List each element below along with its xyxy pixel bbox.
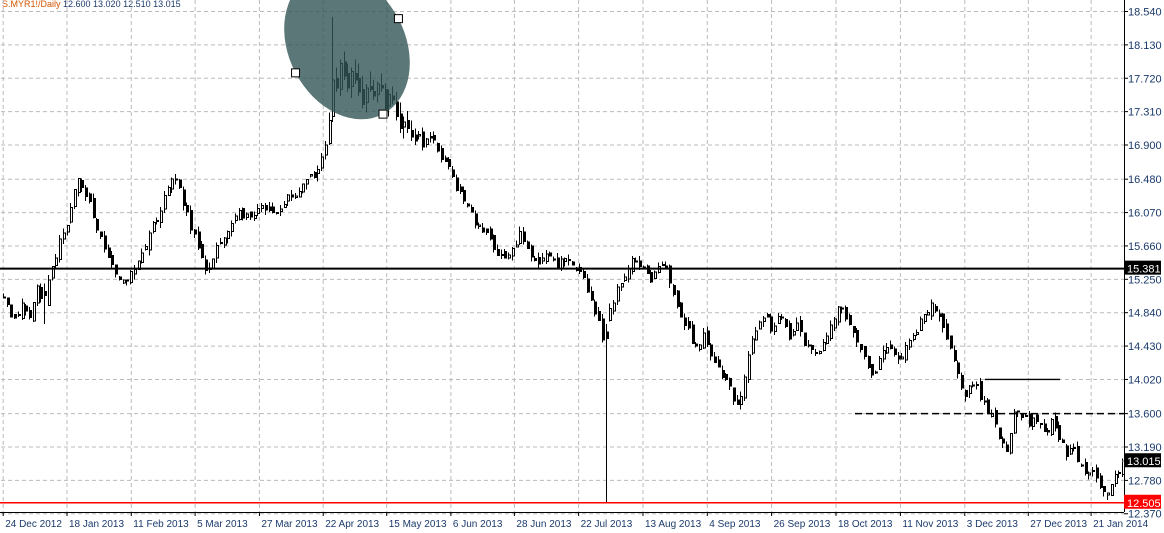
svg-text:3 Dec 2013: 3 Dec 2013 — [967, 519, 1019, 530]
svg-text:24 Dec 2012: 24 Dec 2012 — [5, 519, 62, 530]
svg-text:18.540: 18.540 — [1128, 7, 1162, 19]
svg-text:16.480: 16.480 — [1128, 174, 1162, 186]
svg-text:18 Jan 2013: 18 Jan 2013 — [69, 519, 124, 530]
svg-text:15.250: 15.250 — [1128, 274, 1162, 286]
svg-text:13.015: 13.015 — [1127, 456, 1161, 468]
svg-text:18.130: 18.130 — [1128, 40, 1162, 52]
svg-text:22 Jul 2013: 22 Jul 2013 — [581, 519, 633, 530]
svg-text:22 Apr 2013: 22 Apr 2013 — [325, 519, 379, 530]
svg-text:15.660: 15.660 — [1128, 241, 1162, 253]
svg-text:16.900: 16.900 — [1128, 140, 1162, 152]
svg-text:27 Dec 2013: 27 Dec 2013 — [1030, 519, 1087, 530]
svg-text:11 Feb 2013: 11 Feb 2013 — [133, 519, 189, 530]
svg-text:15.381: 15.381 — [1127, 264, 1161, 276]
svg-text:14.840: 14.840 — [1128, 308, 1162, 320]
svg-text:12.780: 12.780 — [1128, 475, 1162, 487]
svg-text:17.720: 17.720 — [1128, 73, 1162, 85]
svg-text:16.070: 16.070 — [1128, 208, 1162, 220]
svg-text:12.505: 12.505 — [1127, 498, 1161, 510]
svg-text:14.020: 14.020 — [1128, 374, 1162, 386]
svg-text:5 Mar 2013: 5 Mar 2013 — [197, 519, 248, 530]
svg-text:13.600: 13.600 — [1128, 409, 1162, 421]
svg-text:6 Jun 2013: 6 Jun 2013 — [453, 519, 503, 530]
svg-text:S.MYR1!/Daily 12.600 13.020 12: S.MYR1!/Daily 12.600 13.020 12.510 13.01… — [2, 0, 181, 9]
svg-text:26 Sep 2013: 26 Sep 2013 — [774, 519, 831, 530]
svg-text:21 Jan 2014: 21 Jan 2014 — [1093, 519, 1148, 530]
svg-text:13.190: 13.190 — [1128, 442, 1162, 454]
svg-text:27 Mar 2013: 27 Mar 2013 — [261, 519, 318, 530]
svg-text:11 Nov 2013: 11 Nov 2013 — [902, 519, 958, 530]
svg-text:15 May 2013: 15 May 2013 — [389, 519, 447, 530]
svg-text:13 Aug 2013: 13 Aug 2013 — [645, 519, 702, 530]
svg-text:4 Sep 2013: 4 Sep 2013 — [709, 519, 761, 530]
svg-text:18 Oct 2013: 18 Oct 2013 — [838, 519, 893, 530]
svg-text:14.430: 14.430 — [1128, 341, 1162, 353]
svg-text:28 Jun 2013: 28 Jun 2013 — [516, 519, 571, 530]
svg-text:17.310: 17.310 — [1128, 107, 1162, 119]
